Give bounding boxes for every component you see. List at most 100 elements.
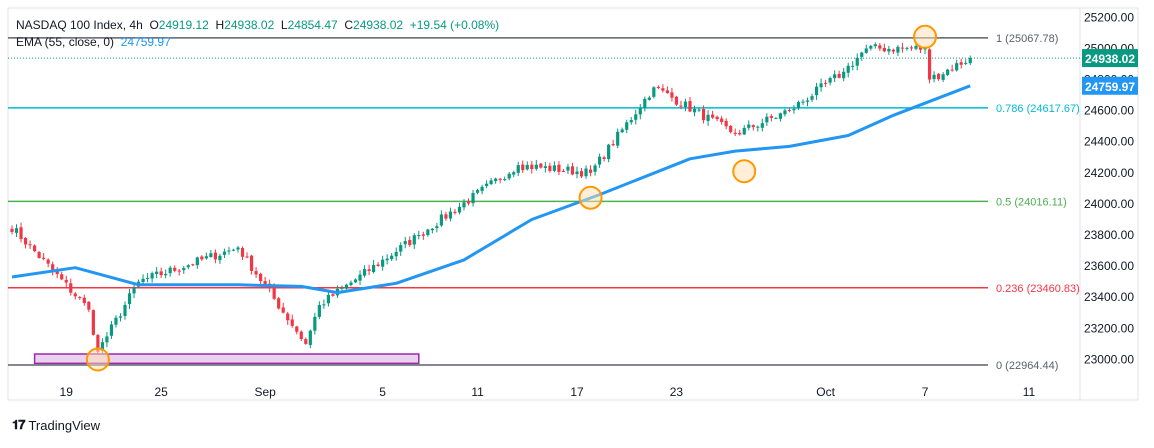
candle-body[interactable] bbox=[245, 256, 249, 258]
candle-body[interactable] bbox=[100, 342, 104, 351]
candle-body[interactable] bbox=[182, 268, 186, 271]
candle-body[interactable] bbox=[647, 97, 651, 100]
candle-body[interactable] bbox=[810, 96, 814, 100]
candle-body[interactable] bbox=[665, 90, 669, 94]
candle-body[interactable] bbox=[620, 129, 624, 133]
candle-body[interactable] bbox=[141, 278, 145, 283]
candle-body[interactable] bbox=[331, 294, 335, 296]
candle-body[interactable] bbox=[932, 74, 936, 80]
candle-body[interactable] bbox=[824, 82, 828, 84]
candle-body[interactable] bbox=[946, 69, 950, 75]
candle-body[interactable] bbox=[399, 245, 403, 252]
candle-body[interactable] bbox=[697, 109, 701, 111]
candle-body[interactable] bbox=[51, 264, 55, 271]
candle-body[interactable] bbox=[652, 87, 656, 97]
candle-body[interactable] bbox=[218, 255, 222, 261]
candle-body[interactable] bbox=[625, 122, 629, 130]
candle-body[interactable] bbox=[448, 211, 453, 219]
candle-body[interactable] bbox=[701, 108, 706, 121]
candle-body[interactable] bbox=[295, 326, 299, 332]
candle-body[interactable] bbox=[833, 74, 837, 79]
candle-body[interactable] bbox=[46, 259, 50, 264]
candle-body[interactable] bbox=[290, 319, 294, 326]
candle-body[interactable] bbox=[692, 108, 697, 113]
candle-body[interactable] bbox=[417, 235, 421, 237]
candle-body[interactable] bbox=[570, 166, 575, 175]
candle-body[interactable] bbox=[909, 47, 914, 49]
candle-body[interactable] bbox=[33, 245, 37, 252]
candle-body[interactable] bbox=[114, 317, 118, 325]
candle-body[interactable] bbox=[602, 157, 606, 159]
candle-body[interactable] bbox=[23, 237, 28, 245]
candle-body[interactable] bbox=[796, 102, 801, 109]
candle-body[interactable] bbox=[64, 279, 68, 283]
candle-body[interactable] bbox=[349, 282, 353, 285]
candle-body[interactable] bbox=[855, 57, 859, 66]
candle-body[interactable] bbox=[747, 124, 751, 128]
candle-body[interactable] bbox=[656, 86, 660, 88]
candle-body[interactable] bbox=[769, 116, 773, 118]
candle-body[interactable] bbox=[439, 214, 443, 226]
highlight-circle[interactable] bbox=[578, 185, 603, 210]
candle-body[interactable] bbox=[168, 267, 172, 274]
candle-body[interactable] bbox=[711, 114, 715, 118]
highlight-circle[interactable] bbox=[85, 347, 110, 372]
candle-body[interactable] bbox=[91, 310, 95, 335]
candle-body[interactable] bbox=[426, 229, 430, 236]
candle-body[interactable] bbox=[385, 258, 389, 261]
candle-body[interactable] bbox=[814, 86, 819, 96]
candle-body[interactable] bbox=[37, 252, 41, 258]
candle-body[interactable] bbox=[561, 170, 566, 172]
candle-body[interactable] bbox=[78, 297, 82, 299]
candle-body[interactable] bbox=[742, 127, 746, 135]
candle-body[interactable] bbox=[277, 298, 281, 309]
candle-body[interactable] bbox=[941, 74, 945, 80]
candle-body[interactable] bbox=[905, 47, 909, 49]
candle-body[interactable] bbox=[968, 58, 972, 64]
candle-body[interactable] bbox=[358, 274, 362, 281]
candle-body[interactable] bbox=[263, 281, 267, 285]
candle-body[interactable] bbox=[792, 108, 796, 111]
candle-body[interactable] bbox=[842, 71, 846, 79]
candle-body[interactable] bbox=[661, 88, 665, 91]
candle-body[interactable] bbox=[923, 48, 927, 50]
candle-body[interactable] bbox=[805, 100, 810, 102]
candle-body[interactable] bbox=[313, 316, 317, 331]
candle-body[interactable] bbox=[195, 257, 199, 266]
candle-body[interactable] bbox=[494, 178, 498, 182]
candle-body[interactable] bbox=[525, 164, 529, 170]
candle-body[interactable] bbox=[408, 240, 412, 246]
candle-body[interactable] bbox=[543, 166, 547, 169]
candle-body[interactable] bbox=[14, 228, 19, 233]
candle-body[interactable] bbox=[534, 164, 538, 169]
candle-body[interactable] bbox=[760, 123, 764, 128]
candle-body[interactable] bbox=[412, 235, 416, 245]
candle-body[interactable] bbox=[751, 125, 755, 128]
candle-body[interactable] bbox=[304, 339, 308, 344]
candle-body[interactable] bbox=[132, 287, 136, 294]
candle-body[interactable] bbox=[575, 171, 579, 175]
candle-body[interactable] bbox=[249, 255, 254, 271]
candle-body[interactable] bbox=[466, 201, 471, 204]
candle-body[interactable] bbox=[964, 62, 968, 64]
candle-body[interactable] bbox=[588, 169, 593, 173]
candle-body[interactable] bbox=[887, 48, 891, 52]
candle-body[interactable] bbox=[19, 227, 23, 239]
candle-body[interactable] bbox=[927, 49, 932, 80]
candle-body[interactable] bbox=[900, 47, 905, 49]
candle-body[interactable] bbox=[457, 206, 462, 213]
candle-body[interactable] bbox=[778, 113, 782, 119]
candle-body[interactable] bbox=[774, 117, 778, 119]
candle-body[interactable] bbox=[878, 45, 882, 49]
candle-body[interactable] bbox=[69, 283, 73, 293]
candle-body[interactable] bbox=[955, 63, 959, 71]
candle-body[interactable] bbox=[317, 305, 321, 317]
candle-body[interactable] bbox=[715, 116, 719, 119]
candle-body[interactable] bbox=[381, 259, 385, 267]
candle-body[interactable] bbox=[579, 171, 584, 177]
candle-body[interactable] bbox=[738, 132, 742, 135]
candle-body[interactable] bbox=[530, 164, 534, 170]
candle-body[interactable] bbox=[720, 118, 724, 122]
candle-body[interactable] bbox=[882, 47, 886, 52]
candle-body[interactable] bbox=[372, 264, 376, 273]
